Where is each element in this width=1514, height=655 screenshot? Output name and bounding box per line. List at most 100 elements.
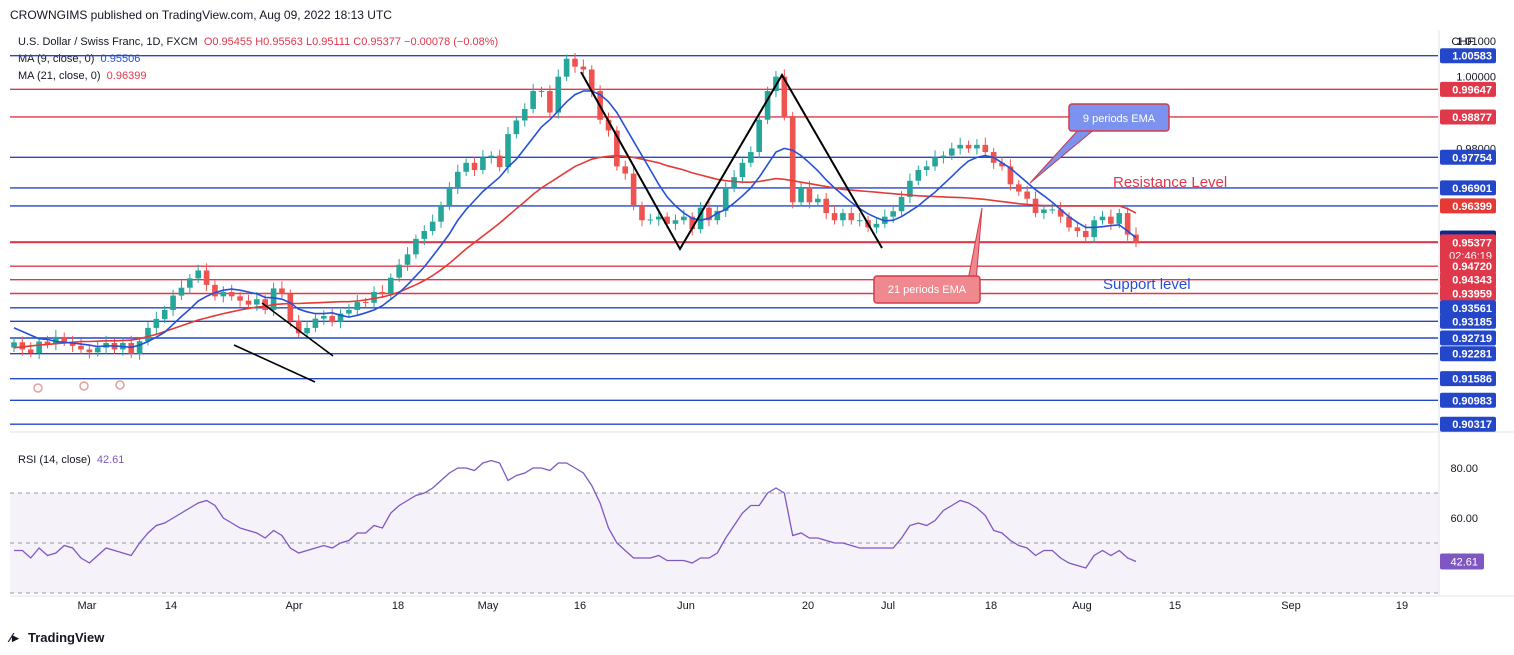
candle-body [254,299,260,305]
candle-body [982,144,989,153]
candle-body [1007,166,1014,185]
rsi-pane: 80.00 60.00 42.61 [10,459,1484,594]
candle-body [1057,209,1064,217]
candle-body [1082,231,1089,238]
candle-body [815,198,821,203]
price-label: 0.97754 [1452,152,1493,164]
candle-body [480,157,486,170]
candle-body [170,295,176,310]
rsi-tick: 80.00 [1450,463,1478,475]
candle-body [421,231,428,239]
ohlc-values: O0.95455 H0.95563 L0.95111 C0.95377 −0.0… [203,36,499,48]
flag-line-top [261,302,334,357]
candle-body [614,130,620,167]
candle-body [195,270,202,279]
price-label-box [1440,81,1496,97]
candle-body [748,152,754,163]
candle-body [672,220,679,224]
price-axis: 1.010001.000000.980001.005830.996470.988… [1440,36,1496,432]
candle-body [781,76,788,117]
price-label: 0.96901 [1452,183,1492,195]
candle-body [630,173,637,206]
tradingview-logo[interactable]: ⁄▸ TradingView [10,630,104,646]
rsi-value-tag: 42.61 [1450,557,1478,569]
candle-body [823,198,829,214]
candle-body [789,116,796,203]
price-label: 0.94343 [1452,275,1492,287]
bottom-marker [115,380,125,390]
candle-body [187,278,193,288]
rsi-value-label: 42.61 [96,454,125,466]
bottom-marker [33,383,43,393]
candle-body [940,155,947,158]
candle-body [1133,234,1139,243]
candle-body [923,166,930,170]
candle-body [496,155,503,168]
candle-body [563,58,570,77]
candle-body [572,58,578,67]
support-level-label: Support level [1103,276,1191,293]
candle-body [145,327,151,342]
ma9-line [13,90,1137,349]
candle-body [304,327,310,334]
candle-body [1015,184,1022,192]
candle-body [873,223,880,228]
candle-body [27,349,34,354]
price-label: 1.00583 [1452,51,1492,63]
candle-body [371,292,377,303]
candle-body [530,91,536,109]
candle-body [161,309,168,319]
price-label-box [1440,272,1496,288]
candle-body [580,66,587,70]
candle-body [94,347,101,353]
ma21-line [13,154,1137,349]
candle-body [1024,191,1030,199]
rsi-label[interactable]: RSI (14, close) [18,454,91,466]
price-label: 0.96399 [1452,201,1492,213]
symbol-name[interactable]: U.S. Dollar / Swiss Franc, 1D, FXCM [18,36,198,48]
time-tick: 14 [165,600,177,612]
bottom-marker [79,381,89,391]
candle-body [831,213,838,221]
price-label: 0.95377 [1452,238,1492,250]
price-label: 0.93185 [1452,316,1492,328]
price-label-box [1440,371,1496,387]
candle-body [312,318,319,328]
price-label: 0.93561 [1452,303,1492,315]
time-tick: May [478,600,499,612]
candle-body [44,341,51,345]
candle-body [1066,216,1072,228]
price-tick: 1.00000 [1456,72,1496,84]
candle-body [999,162,1005,167]
ema9-callout-box [1068,103,1170,132]
price-label: 0.90317 [1452,419,1492,431]
ema21-callout-pointer [967,207,983,283]
ma21-label[interactable]: MA (21, close, 0) [18,70,101,82]
price-label-box [1440,198,1496,214]
candle-body [279,288,285,294]
candle-body [362,302,369,304]
price-label-box [1440,180,1496,196]
candle-body [78,345,84,350]
candle-body [521,108,528,121]
candle-body [321,316,327,319]
ema9-callout-pointer [1029,127,1098,184]
candle-body [488,155,495,158]
candle-body [1091,220,1097,238]
candle-body [756,119,763,153]
price-label-box [1440,313,1496,329]
candle-body [53,336,59,345]
ema21-callout-text: 21 periods EMA [888,284,967,296]
candle-body [714,210,721,221]
level-lines [10,55,1438,425]
candle-body [806,187,813,203]
candle-body [1099,216,1106,221]
rsi-tick: 60.00 [1450,513,1478,525]
time-tick: 16 [574,600,586,612]
candle-body [429,221,436,231]
price-label: 0.98877 [1452,112,1492,124]
price-label-box [1440,330,1496,346]
candle-body [237,296,243,301]
candle-body [932,157,938,167]
